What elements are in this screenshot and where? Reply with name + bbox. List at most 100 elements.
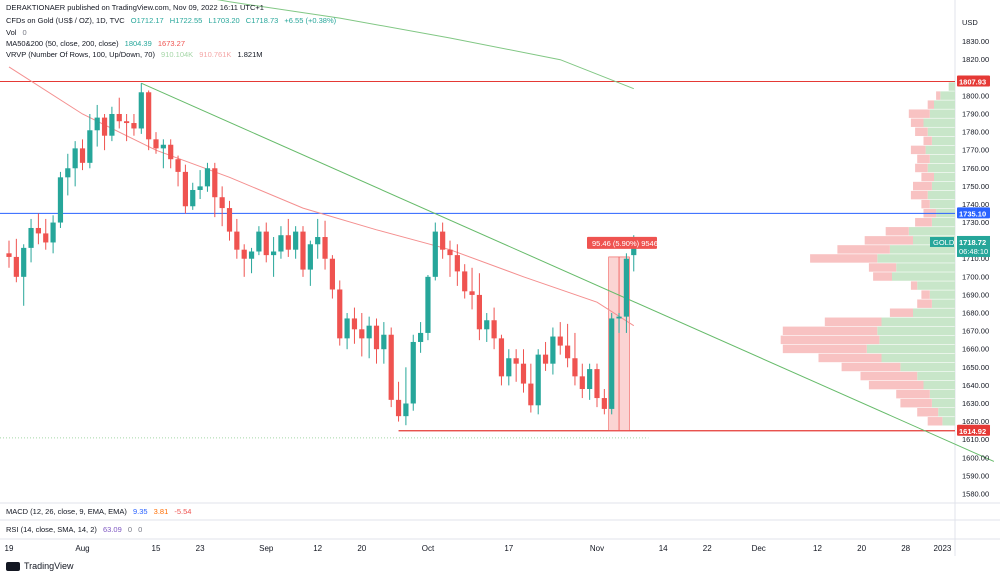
vp-down-bar	[837, 245, 890, 254]
candle-body	[248, 251, 255, 259]
candle-body	[131, 123, 137, 129]
vp-down-bar	[864, 236, 913, 245]
time-tick-label: Sep	[259, 544, 274, 553]
candle-body	[28, 227, 34, 248]
vp-down-bar	[885, 227, 909, 236]
vp-down-bar	[900, 398, 932, 408]
candle-body	[212, 168, 218, 198]
price-tick-label: 1730.00	[962, 218, 989, 227]
candle-body	[234, 231, 240, 250]
candle-body	[65, 168, 71, 178]
vp-up-bar	[940, 91, 955, 100]
vp-down-bar	[927, 100, 934, 109]
vp-up-bar	[948, 82, 955, 91]
candle-body	[366, 325, 372, 339]
candle-body	[50, 222, 56, 243]
vp-down-bar	[841, 362, 901, 372]
candle-body	[579, 376, 585, 390]
price-tick-label: 1710.00	[962, 254, 989, 263]
vp-up-bar	[927, 190, 955, 200]
ohlc-low: L1703.20	[208, 16, 240, 25]
price-tick-label: 1760.00	[962, 164, 989, 173]
vp-up-bar	[931, 136, 955, 146]
candle-body	[138, 92, 144, 129]
candle-body	[322, 237, 328, 259]
brand-text: TradingView	[24, 561, 74, 571]
candle-body	[116, 113, 122, 122]
vp-down-bar	[896, 389, 930, 399]
last-price-badge-bg	[957, 235, 990, 257]
vrvp-label: VRVP (Number Of Rows, 100, Up/Down, 70)	[6, 50, 155, 59]
price-tick-label: 1630.00	[962, 399, 989, 408]
time-tick-label: 14	[659, 544, 668, 553]
tradingview-branding[interactable]: TradingView	[6, 561, 74, 571]
vp-down-bar	[927, 417, 943, 426]
time-tick-label: 12	[313, 544, 322, 553]
countdown-label: 06:48:10	[959, 247, 988, 256]
vp-up-bar	[934, 100, 955, 109]
vp-up-bar	[913, 308, 955, 317]
resistance-badge-bg	[957, 75, 990, 87]
candle-body	[557, 336, 563, 346]
candle-body	[395, 399, 402, 417]
vp-up-bar	[927, 127, 955, 137]
price-tick-label: 1600.00	[962, 453, 989, 462]
symbol-badge-bg	[930, 236, 954, 247]
ohlc-close: C1718.73	[245, 16, 279, 25]
vp-up-bar	[866, 344, 955, 354]
vp-up-bar	[929, 109, 955, 118]
vp-up-bar	[923, 118, 955, 127]
candle-body	[168, 144, 174, 160]
ma-legend[interactable]: MA50&200 (50, close, 200, close) 1804.39…	[6, 39, 189, 48]
vp-up-bar	[927, 163, 955, 173]
price-tick-label: 1690.00	[962, 290, 989, 299]
candle-body	[432, 231, 438, 277]
candle-body	[256, 231, 262, 252]
vp-down-bar	[917, 408, 939, 417]
macd-legend[interactable]: MACD (12, 26, close, 9, EMA, EMA) 9.35 3…	[6, 507, 195, 516]
candle-body	[271, 251, 277, 256]
vp-down-bar	[915, 163, 928, 173]
candle-body	[616, 316, 622, 319]
vp-down-bar	[910, 118, 924, 127]
vp-down-bar	[824, 317, 882, 326]
midline-badge-bg	[957, 207, 990, 219]
candle-body	[587, 369, 593, 390]
symbol-legend[interactable]: CFDs on Gold (US$ / OZ), 1D, TVC O1712.1…	[6, 16, 340, 25]
vp-down-bar	[908, 109, 930, 118]
rsi-legend[interactable]: RSI (14, close, SMA, 14, 2) 63.09 0 0	[6, 525, 146, 534]
vp-down-bar	[910, 190, 928, 200]
vp-up-bar	[931, 398, 955, 408]
measure-label-bg	[587, 236, 657, 249]
volume-legend[interactable]: Vol 0	[6, 28, 31, 37]
vp-up-bar	[881, 353, 955, 363]
vp-down-bar	[923, 136, 932, 146]
vp-up-bar	[929, 290, 955, 299]
vp-up-bar	[925, 145, 955, 155]
candle-body	[528, 383, 534, 406]
price-tick-label: 1750.00	[962, 182, 989, 191]
candle-body	[535, 354, 541, 406]
vp-up-bar	[896, 263, 955, 272]
vp-down-bar	[868, 380, 924, 390]
price-tick-label: 1820.00	[962, 55, 989, 64]
ma-label: MA50&200 (50, close, 200, close)	[6, 39, 119, 48]
symbol-badge: GOLD	[933, 238, 955, 247]
vp-up-bar	[934, 172, 955, 182]
vp-up-bar	[877, 254, 955, 263]
price-tick-label: 1800.00	[962, 91, 989, 100]
midline-badge: 1735.10	[959, 209, 986, 218]
candle-body	[153, 139, 159, 149]
price-tick-label: 1680.00	[962, 309, 989, 318]
vp-down-bar	[889, 308, 913, 317]
candle-body	[351, 318, 358, 330]
candle-body	[594, 369, 600, 399]
candle-body	[520, 363, 527, 384]
time-tick-label: 20	[857, 544, 866, 553]
candle-body	[476, 294, 482, 330]
vrvp-legend[interactable]: VRVP (Number Of Rows, 100, Up/Down, 70) …	[6, 50, 267, 59]
vp-down-bar	[910, 281, 918, 290]
rsi-label: RSI (14, close, SMA, 14, 2)	[6, 525, 97, 534]
vp-up-bar	[923, 380, 955, 390]
